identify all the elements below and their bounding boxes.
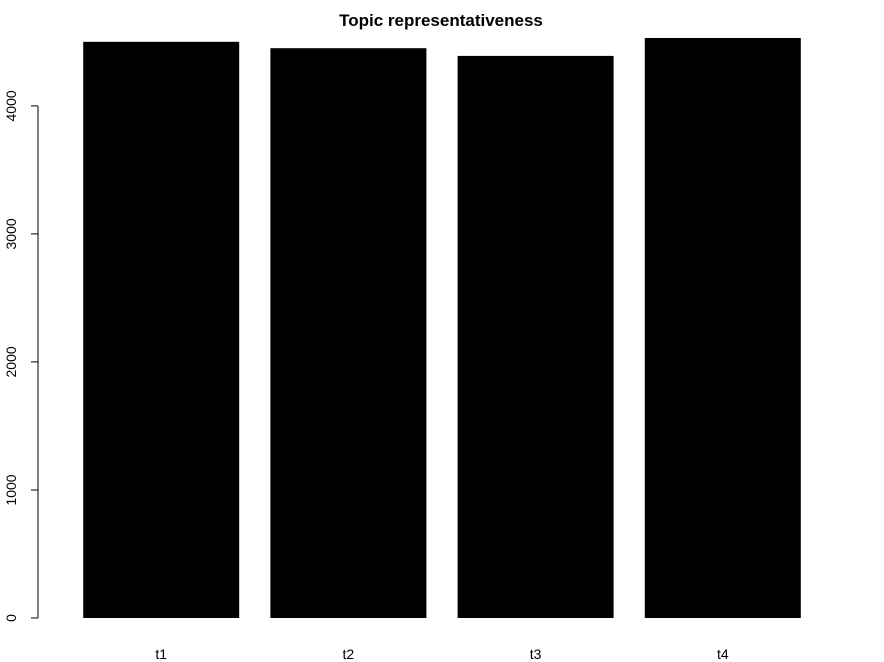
y-tick-label: 2000 <box>3 346 19 377</box>
chart-title: Topic representativeness <box>339 11 543 30</box>
x-axis-labels: t1 t2 t3 t4 <box>155 646 728 662</box>
y-tick-label: 3000 <box>3 218 19 249</box>
bar-t2 <box>270 48 427 618</box>
x-tick-label: t3 <box>530 646 542 662</box>
bar-t1 <box>83 41 240 619</box>
y-axis: 0 1000 2000 3000 4000 <box>3 90 39 622</box>
x-tick-label: t2 <box>343 646 355 662</box>
bars-group <box>83 38 801 619</box>
y-tick-label: 1000 <box>3 474 19 505</box>
x-tick-label: t4 <box>717 646 729 662</box>
bar-t4 <box>644 38 801 618</box>
y-tick-label: 0 <box>3 614 19 622</box>
bar-t3 <box>457 55 614 618</box>
y-tick-label: 4000 <box>3 90 19 121</box>
x-tick-label: t1 <box>155 646 167 662</box>
